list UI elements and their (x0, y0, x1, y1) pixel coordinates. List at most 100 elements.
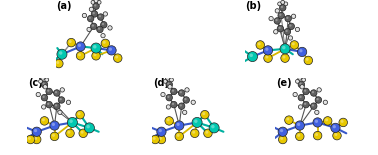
Circle shape (108, 26, 112, 30)
Circle shape (248, 51, 257, 62)
Circle shape (186, 89, 187, 90)
Circle shape (170, 78, 174, 82)
Circle shape (103, 12, 107, 16)
Circle shape (192, 117, 202, 127)
Circle shape (87, 15, 94, 22)
Circle shape (315, 97, 322, 103)
Circle shape (313, 131, 322, 140)
Circle shape (46, 88, 53, 95)
Circle shape (275, 9, 279, 13)
Circle shape (28, 137, 31, 140)
Circle shape (167, 96, 169, 98)
Circle shape (40, 117, 49, 125)
Circle shape (209, 123, 219, 133)
Circle shape (279, 135, 287, 144)
Circle shape (45, 78, 49, 82)
Circle shape (192, 131, 195, 134)
Circle shape (92, 24, 94, 27)
Circle shape (89, 17, 91, 19)
Circle shape (280, 44, 290, 54)
Circle shape (170, 88, 177, 95)
Circle shape (274, 30, 278, 34)
Circle shape (296, 80, 297, 82)
Circle shape (270, 17, 271, 19)
Circle shape (191, 129, 199, 138)
Circle shape (299, 77, 300, 78)
Circle shape (317, 88, 321, 92)
Circle shape (101, 39, 110, 48)
Circle shape (61, 89, 62, 90)
Circle shape (258, 42, 261, 45)
Circle shape (333, 131, 341, 140)
Circle shape (109, 27, 110, 28)
Circle shape (166, 81, 172, 88)
Circle shape (177, 123, 180, 126)
Circle shape (167, 82, 169, 85)
Circle shape (46, 79, 47, 80)
Circle shape (282, 56, 285, 59)
Circle shape (92, 51, 100, 60)
Circle shape (292, 42, 295, 45)
Circle shape (55, 91, 57, 93)
Circle shape (52, 123, 55, 126)
Circle shape (301, 86, 302, 87)
Circle shape (90, 8, 91, 9)
Circle shape (278, 2, 282, 6)
Circle shape (297, 47, 307, 57)
Circle shape (288, 36, 293, 40)
Circle shape (42, 118, 45, 121)
Circle shape (298, 105, 303, 109)
Circle shape (177, 134, 180, 137)
Circle shape (315, 120, 318, 123)
Circle shape (183, 97, 189, 103)
Circle shape (333, 125, 336, 128)
Circle shape (104, 13, 105, 14)
Circle shape (84, 123, 94, 133)
Text: (c): (c) (28, 78, 43, 88)
Circle shape (178, 103, 185, 109)
Circle shape (42, 77, 43, 78)
Circle shape (269, 16, 273, 21)
Circle shape (341, 120, 344, 123)
Circle shape (34, 137, 37, 140)
Circle shape (256, 41, 265, 49)
Circle shape (302, 79, 304, 80)
Circle shape (157, 127, 166, 136)
Circle shape (297, 123, 300, 126)
Circle shape (34, 129, 37, 132)
Circle shape (77, 112, 81, 115)
Circle shape (66, 129, 74, 138)
Circle shape (39, 80, 41, 82)
Text: (b): (b) (246, 1, 262, 11)
Circle shape (107, 46, 116, 55)
Circle shape (280, 129, 283, 132)
Circle shape (278, 127, 287, 136)
Circle shape (297, 134, 300, 137)
Circle shape (304, 56, 313, 65)
Circle shape (97, 26, 103, 33)
Circle shape (76, 42, 85, 51)
Circle shape (312, 104, 314, 106)
Circle shape (274, 31, 276, 32)
Circle shape (277, 25, 284, 32)
Circle shape (282, 46, 285, 49)
Circle shape (55, 104, 57, 106)
Circle shape (43, 85, 47, 89)
Circle shape (204, 129, 212, 138)
Circle shape (60, 88, 64, 92)
Circle shape (275, 19, 277, 21)
Circle shape (168, 85, 172, 89)
Circle shape (274, 18, 280, 24)
Circle shape (289, 24, 291, 27)
Circle shape (93, 12, 95, 14)
Circle shape (39, 79, 42, 83)
Circle shape (313, 118, 322, 127)
Circle shape (172, 89, 174, 92)
Circle shape (279, 13, 282, 16)
Circle shape (299, 82, 302, 85)
Circle shape (279, 3, 280, 4)
Circle shape (165, 117, 174, 125)
Circle shape (93, 45, 96, 49)
Circle shape (312, 91, 314, 93)
Circle shape (52, 134, 55, 137)
